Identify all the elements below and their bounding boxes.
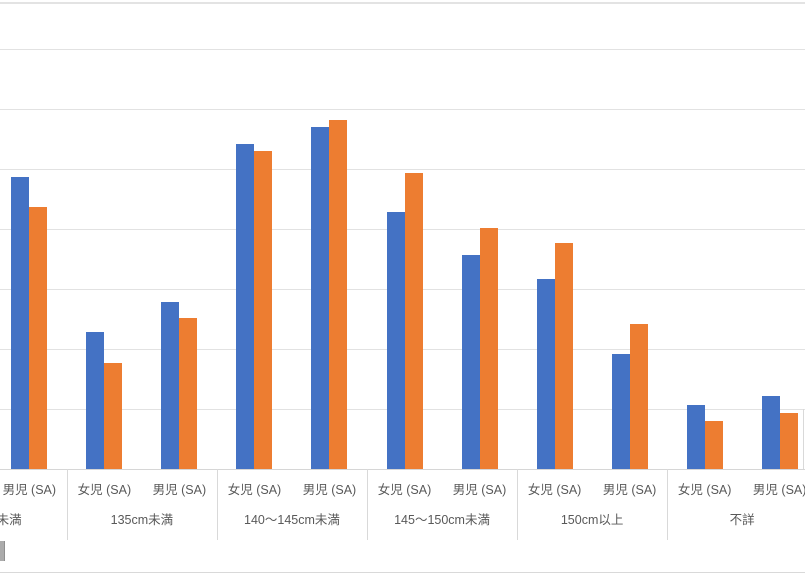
group-divider — [517, 469, 519, 540]
bar-blue-series[interactable] — [761, 396, 780, 469]
axis-sublabel: 男児 (SA) — [152, 483, 207, 497]
axis-grouplabel: 135cm未満 — [110, 513, 174, 527]
axis-sublabel: 男児 (SA) — [302, 483, 357, 497]
bar-blue-series[interactable] — [236, 144, 255, 469]
bar-blue-series[interactable] — [11, 177, 30, 469]
chart-bottom-border — [0, 572, 805, 573]
axis-sublabel: 男児 (SA) — [2, 483, 57, 497]
axis-sublabel: 女児 (SA) — [377, 483, 432, 497]
gridline — [0, 109, 805, 110]
axis-sublabel: 女児 (SA) — [227, 483, 282, 497]
bar-orange-series[interactable] — [254, 151, 273, 469]
bar-orange-series[interactable] — [329, 120, 348, 469]
axis-grouplabel: 150cm以上 — [560, 513, 624, 527]
bar-blue-series[interactable] — [461, 255, 480, 469]
plot-right-edge — [803, 409, 804, 469]
bar-orange-series[interactable] — [779, 413, 798, 469]
bar-orange-series[interactable] — [404, 173, 423, 469]
cropped-ui-edge-artifact — [0, 541, 5, 561]
bar-orange-series[interactable] — [629, 324, 648, 469]
bar-orange-series[interactable] — [29, 207, 48, 469]
bar-orange-series[interactable] — [179, 318, 198, 469]
axis-sublabel: 男児 (SA) — [602, 483, 657, 497]
bar-blue-series[interactable] — [611, 354, 630, 469]
bar-blue-series[interactable] — [686, 405, 705, 469]
axis-grouplabel: 140〜145cm未満 — [244, 513, 340, 527]
axis-sublabel: 女児 (SA) — [77, 483, 132, 497]
gridline — [0, 169, 805, 170]
bar-orange-series[interactable] — [479, 228, 498, 469]
chart-top-border — [0, 2, 805, 4]
group-divider — [367, 469, 368, 540]
bar-blue-series[interactable] — [311, 127, 330, 469]
axis-sublabel: 女児 (SA) — [527, 483, 582, 497]
bar-orange-series[interactable] — [704, 421, 723, 469]
group-divider — [216, 469, 218, 540]
group-divider — [66, 469, 68, 540]
axis-sublabel: 男児 (SA) — [752, 483, 805, 497]
axis-grouplabel: 不詳 — [729, 513, 755, 527]
gridline — [0, 49, 805, 50]
group-divider — [667, 469, 669, 540]
axis-grouplabel: 145〜150cm未満 — [394, 513, 490, 527]
axis-grouplabel: cm未満 — [0, 513, 22, 527]
bar-blue-series[interactable] — [536, 279, 555, 469]
bar-blue-series[interactable] — [386, 212, 405, 469]
bar-orange-series[interactable] — [554, 243, 573, 469]
x-axis-line — [0, 469, 805, 470]
bar-orange-series[interactable] — [104, 363, 123, 469]
bar-blue-series[interactable] — [86, 332, 105, 469]
axis-sublabel: 男児 (SA) — [452, 483, 507, 497]
axis-sublabel: 女児 (SA) — [677, 483, 732, 497]
bar-blue-series[interactable] — [161, 302, 180, 469]
